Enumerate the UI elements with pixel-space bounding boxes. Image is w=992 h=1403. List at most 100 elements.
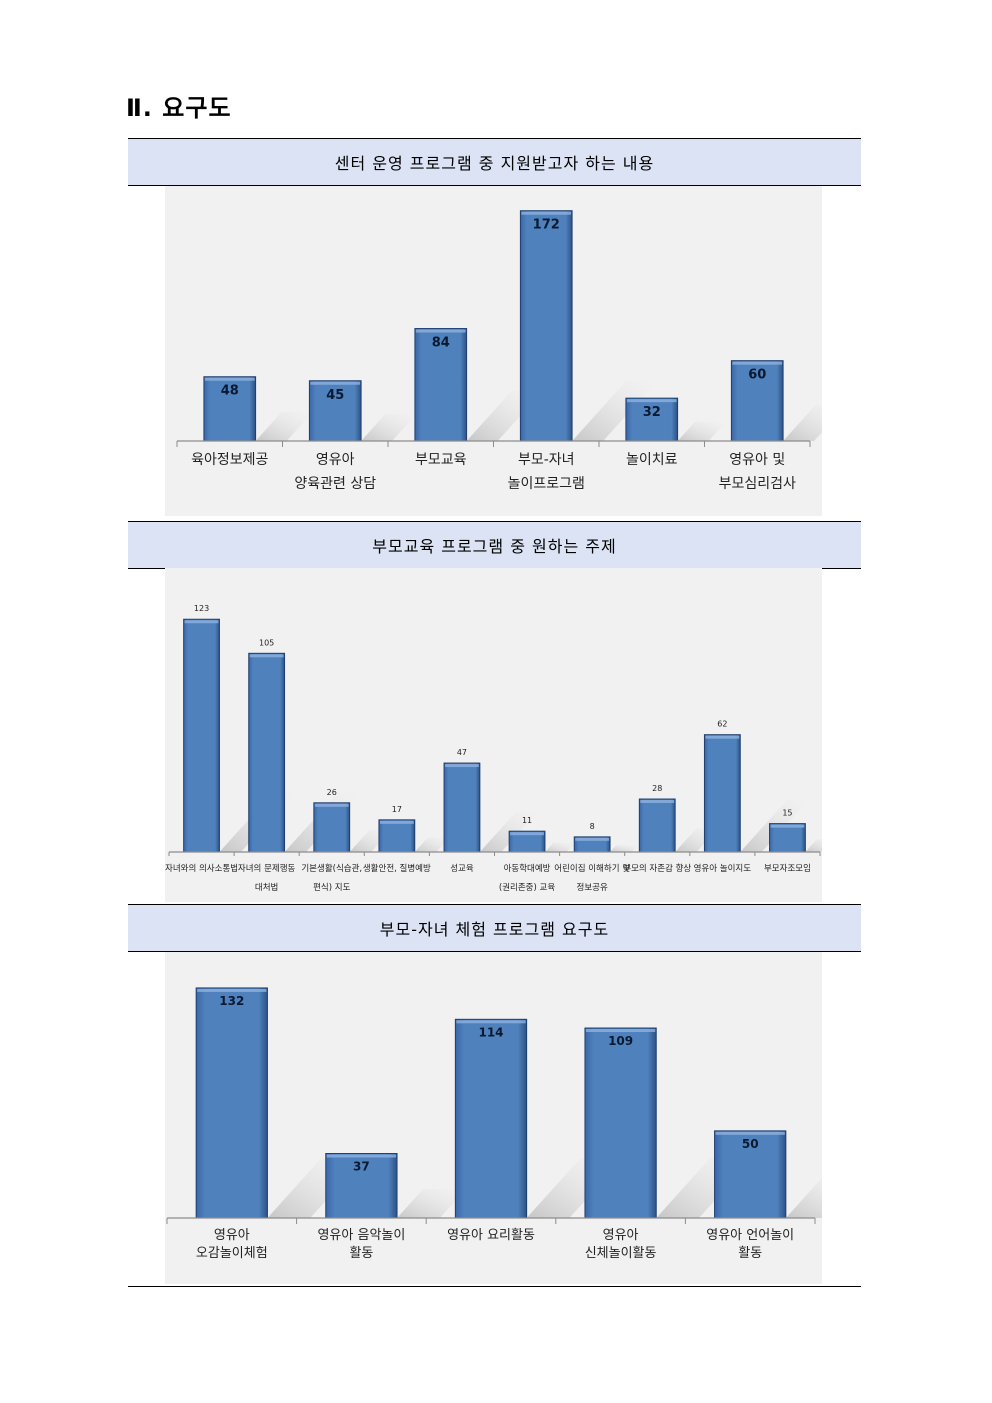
category-label: 어린이집 이해하기 및 정보공유 [554,863,630,893]
bar [584,1027,657,1219]
data-label: 172 [533,218,560,233]
bar-shadow [805,839,822,852]
bar [638,798,676,853]
data-label: 123 [194,604,209,613]
bar-shadow [414,837,450,852]
bar-shadow [255,412,313,441]
category-label: 영유아 및 부모심리검사 [719,452,796,492]
data-label: 37 [353,1160,370,1174]
category-label: 자녀와의 의사소통법 [165,863,238,874]
bar-highlight [626,399,677,403]
category-label: 영유아 양육관련 상담 [294,452,376,492]
category-label: 영유아 놀이지도 [694,863,752,874]
category-label: 자녀의 문제행동 대처법 [238,863,296,893]
category-label: 영유아 언어놀이 활동 [706,1228,794,1261]
bar-highlight [521,211,572,215]
bar-highlight [415,329,466,333]
category-label: 부모자조모임 [764,863,811,874]
bar-highlight [314,803,349,807]
bar [378,819,416,853]
category-label: 영유아 오감놀이체험 [196,1228,268,1261]
chart-background [165,186,822,516]
bar-highlight [379,820,414,824]
bar-shadow [785,1178,822,1218]
bar [730,360,784,442]
bar-highlight [575,837,610,841]
data-label: 48 [221,384,239,399]
bar [454,1018,528,1219]
bar [195,987,268,1219]
data-label: 84 [432,336,450,351]
bar [703,734,741,853]
data-label: 26 [327,788,337,797]
bar [325,1153,398,1219]
bar-highlight [445,764,479,768]
category-label: 아동학대예방 (권리존중) 교육 [499,863,555,893]
category-label: 생활안전, 질병예방 [363,863,431,874]
page-title: Ⅱ. 요구도 [126,94,232,122]
bar-highlight [197,988,267,992]
data-label: 8 [590,822,595,831]
data-label: 60 [748,368,766,383]
bar-highlight [310,381,361,385]
bar-highlight [770,824,805,828]
bar-highlight [184,620,219,624]
category-label: 놀이치료 [626,452,678,468]
bar-highlight [705,735,740,739]
bar-shadow [572,381,658,441]
bar-shadow [361,413,417,441]
bar-shadow [783,404,822,441]
bar-highlight [510,832,544,836]
bar-highlight [204,377,255,381]
data-label: 11 [522,816,532,825]
bar [248,652,286,853]
bar [183,618,220,853]
category-label: 부모-자녀 놀이프로그램 [508,452,585,492]
experience-bar-chart: 132 영유아 오감놀이체험 37 영유아 음악놀이 활동 114 영유아 요리활동 109 영유… [165,952,822,1284]
category-label: 부모교육 [415,452,467,468]
bar-highlight [715,1131,785,1135]
bar-shadow [677,421,726,441]
category-label: 성교육 [450,864,474,874]
category-label: 영유아 신체놀이활동 [585,1228,657,1261]
data-label: 32 [643,405,661,420]
bar [769,823,806,853]
bar-shadow [479,811,538,852]
bar [519,210,573,442]
data-label: 109 [608,1034,633,1048]
bar-highlight [456,1020,526,1024]
category-label: 영유아 요리활동 [447,1228,535,1243]
data-label: 105 [259,638,274,647]
bar-highlight [249,654,284,658]
bottom-rule [128,1286,861,1287]
bar-highlight [585,1029,656,1033]
data-label: 47 [457,748,467,757]
data-label: 17 [392,805,402,814]
bar-shadow [397,1188,466,1218]
bar-highlight [640,800,675,804]
section-header-support: 센터 운영 프로그램 중 지원받고자 하는 내용 [128,138,861,186]
support-bar-chart: 48 육아정보제공 45 영유아 양육관련 상담 84 부모교육 172 부모-자녀 놀이프로그램… [165,186,822,516]
section-header-parent-education: 부모교육 프로그램 중 원하는 주제 [128,521,861,569]
bar-shadow [544,842,575,852]
bar-shadow [610,845,638,852]
data-label: 50 [742,1137,759,1151]
bar [443,762,481,853]
data-label: 132 [219,994,244,1008]
bar [414,328,468,442]
data-label: 62 [717,720,727,729]
category-label: 영유아 음악놀이 활동 [317,1228,405,1261]
bar [313,802,351,853]
bar-highlight [326,1154,397,1158]
bar [203,376,257,442]
bar-highlight [732,361,783,365]
bar [625,397,679,442]
data-label: 45 [326,388,344,403]
parent-education-bar-chart: 123 자녀와의 의사소통법 105 자녀의 문제행동 대처법 26 기본생활(식습관, 편식… [165,568,822,902]
section-header-experience: 부모-자녀 체험 프로그램 요구도 [128,904,861,952]
category-label: 기본생활(식습관, 편식) 지도 [301,863,362,893]
bar [714,1130,787,1219]
category-label: 육아정보제공 [191,452,268,468]
data-label: 28 [652,784,662,793]
data-label: 114 [478,1025,503,1039]
